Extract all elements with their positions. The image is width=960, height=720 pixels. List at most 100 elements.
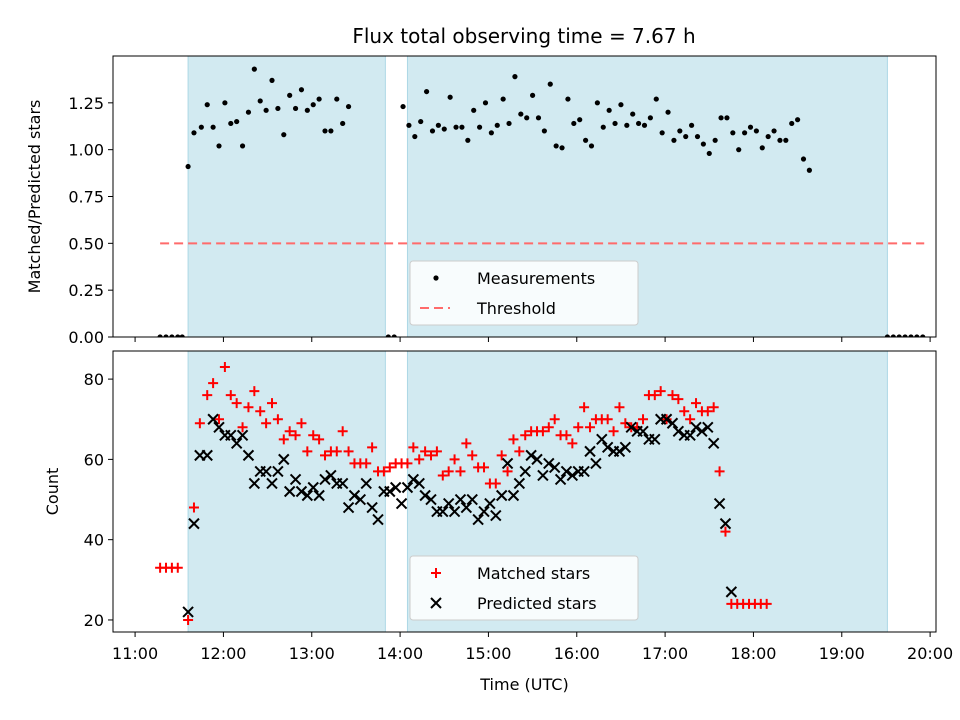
measurement-point	[494, 122, 500, 128]
matched-point	[702, 406, 713, 417]
x-tick-label: 19:00	[819, 644, 865, 663]
measurement-point	[447, 94, 453, 100]
matched-point	[314, 434, 325, 445]
measurement-point	[257, 98, 263, 104]
predicted-point	[301, 489, 314, 502]
legend-label: Predicted stars	[477, 594, 597, 613]
measurement-point	[759, 145, 765, 151]
predicted-point	[354, 493, 367, 506]
measurement-point	[653, 96, 659, 102]
measurement-point	[712, 137, 718, 143]
y-tick-label: 60	[84, 450, 104, 469]
matched-point	[255, 406, 266, 417]
predicted-point	[384, 485, 396, 498]
measurement-point	[251, 66, 257, 72]
matched-point	[431, 446, 442, 457]
predicted-point	[472, 513, 484, 526]
predicted-point	[448, 505, 461, 518]
matched-point	[414, 454, 425, 465]
measurement-point	[204, 102, 210, 108]
measurement-point	[694, 133, 701, 140]
legend-label: Threshold	[476, 299, 556, 318]
matched-point	[496, 450, 507, 461]
measurement-point	[157, 334, 163, 337]
predicted-point	[578, 465, 590, 478]
measurement-point	[896, 334, 902, 337]
predicted-point	[584, 445, 596, 458]
predicted-point	[201, 449, 213, 462]
matched-point	[585, 422, 596, 433]
matched-point	[249, 386, 260, 397]
predicted-point	[325, 469, 337, 482]
predicted-point	[666, 417, 679, 429]
measurement-point	[281, 132, 287, 138]
measurement-point	[783, 137, 789, 143]
predicted-point	[425, 493, 437, 506]
matched-point	[655, 386, 666, 397]
measurement-point	[606, 107, 612, 113]
measurement-point	[624, 122, 630, 128]
measurement-point	[406, 122, 412, 128]
measurement-point	[565, 96, 571, 102]
measurement-point	[777, 137, 783, 143]
measurement-point	[304, 107, 310, 113]
measurement-point	[385, 334, 391, 337]
predicted-point	[289, 473, 302, 486]
measurement-point	[310, 102, 316, 108]
measurement-point	[914, 334, 920, 337]
matched-point	[543, 422, 554, 433]
matched-point	[367, 442, 378, 453]
measurement-point	[334, 96, 340, 102]
predicted-point	[672, 425, 685, 437]
matched-point	[620, 418, 631, 429]
measurement-point	[316, 96, 322, 102]
predicted-point	[466, 493, 478, 506]
predicted-point	[548, 461, 561, 474]
measurement-point	[742, 130, 748, 136]
x-tick-label: 18:00	[730, 644, 776, 663]
shaded-interval-1	[187, 351, 386, 632]
matched-point	[679, 406, 690, 417]
matched-point	[579, 402, 590, 413]
measurement-point	[263, 107, 269, 113]
matched-point	[225, 390, 236, 401]
measurement-point	[800, 156, 807, 162]
matched-point	[608, 426, 619, 437]
measurement-point	[179, 334, 185, 337]
y-axis-label: Count	[43, 468, 62, 516]
matched-point	[243, 402, 254, 413]
predicted-point	[336, 477, 349, 490]
y-tick-label: 0.00	[68, 328, 104, 347]
measurement-point	[423, 88, 430, 95]
measurement-point	[677, 128, 683, 134]
predicted-point	[684, 429, 696, 442]
matched-point	[761, 598, 772, 609]
measurement-point	[391, 334, 397, 337]
predicted-point	[348, 489, 361, 502]
measurement-point	[577, 117, 583, 123]
matched-point	[667, 390, 678, 401]
matched-point	[320, 450, 331, 461]
matched-point	[614, 402, 625, 413]
matched-point	[461, 438, 472, 449]
measurement-point	[908, 334, 914, 337]
predicted-point	[319, 473, 331, 486]
legend: Matched stars Predicted stars	[409, 555, 639, 621]
predicted-point	[389, 481, 402, 494]
measurement-point	[600, 124, 606, 130]
measurement-point	[239, 143, 246, 149]
count-panel: 20 40 60 80 Count 11:00 12:00 13:00 14:00 15:00 16…	[43, 350, 953, 694]
predicted-point	[590, 457, 602, 470]
x-tick-label: 13:00	[289, 644, 335, 663]
measurement-point	[736, 147, 742, 153]
predicted-point	[519, 465, 531, 478]
predicted-point	[437, 505, 449, 518]
y-tick-label: 80	[84, 370, 104, 389]
measurement-point	[795, 117, 801, 123]
measurement-point	[647, 115, 653, 121]
measurement-point	[175, 334, 181, 337]
measurement-point	[902, 334, 908, 337]
predicted-point	[501, 457, 514, 470]
measurement-point	[689, 122, 695, 128]
